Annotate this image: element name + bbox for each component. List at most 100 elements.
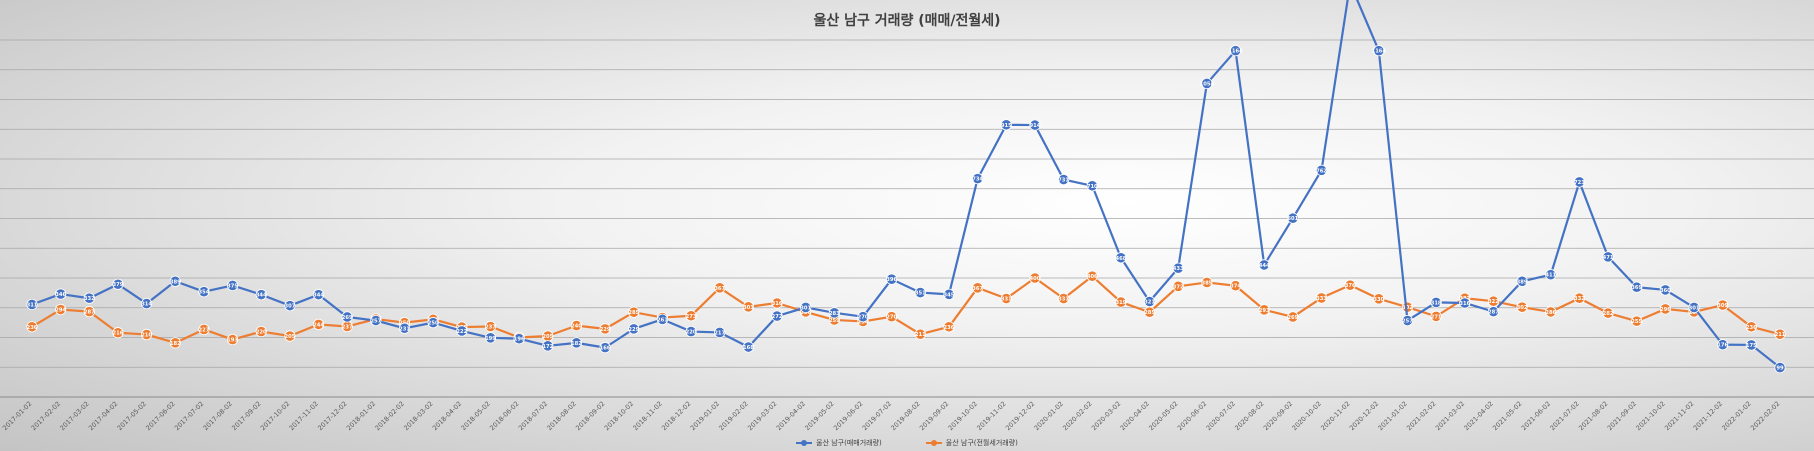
x-tick-label: 2017-11-02	[288, 400, 320, 432]
data-label: 710	[1087, 184, 1098, 190]
data-point	[1058, 292, 1070, 305]
data-label: 294	[55, 308, 66, 314]
x-tick-label: 2017-04-02	[87, 400, 119, 432]
data-label: 316	[772, 301, 783, 307]
data-point	[169, 275, 181, 287]
data-point	[255, 289, 267, 301]
data-point	[83, 292, 95, 304]
data-label: 302	[1402, 305, 1413, 311]
data-point	[570, 337, 583, 349]
data-label: 333	[1316, 296, 1327, 302]
data-point	[685, 310, 697, 322]
data-point	[1115, 296, 1127, 308]
x-tick-label: 2020-01-02	[1033, 400, 1065, 432]
data-point	[1516, 275, 1528, 287]
x-tick-label: 2020-12-02	[1348, 400, 1380, 432]
data-label: 354	[199, 290, 210, 296]
x-tick-label: 2021-03-02	[1434, 400, 1466, 432]
data-point	[312, 318, 325, 331]
data-label: 1164	[1372, 49, 1387, 55]
x-tick-label: 2019-10-02	[947, 400, 979, 432]
data-label: 734	[972, 177, 983, 183]
data-label: 231	[399, 326, 410, 332]
data-label: 273	[686, 314, 697, 320]
data-label: 374	[1230, 284, 1241, 290]
data-label: 270	[858, 315, 869, 321]
x-tick-label: 2020-10-02	[1291, 400, 1323, 432]
data-label: 217	[714, 330, 725, 336]
data-label: 367	[972, 286, 983, 292]
data-point	[656, 313, 669, 325]
data-label: 1054	[1200, 81, 1215, 87]
data-point	[742, 301, 754, 313]
data-label: 229	[628, 327, 639, 333]
data-point	[1545, 269, 1557, 281]
data-label: 211	[1775, 332, 1786, 338]
data-label: 168	[743, 345, 754, 351]
x-tick-label: 2019-08-02	[889, 400, 921, 432]
data-label: 196	[514, 337, 525, 343]
x-tick-label: 2021-02-02	[1405, 400, 1437, 432]
data-label: 307	[284, 304, 295, 310]
data-point	[1000, 292, 1012, 305]
data-point	[141, 328, 153, 341]
data-point	[1115, 252, 1127, 264]
data-label: 311	[27, 302, 38, 308]
x-tick-label: 2018-04-02	[431, 400, 463, 432]
x-tick-label: 2018-01-02	[345, 400, 377, 432]
data-point	[1029, 119, 1041, 131]
x-tick-label: 2020-09-02	[1262, 400, 1294, 432]
data-point	[1373, 293, 1385, 305]
x-tick-label: 2022-02-02	[1749, 400, 1781, 432]
x-tick-label: 2019-07-02	[861, 400, 893, 432]
x-tick-label: 2018-08-02	[546, 400, 578, 432]
data-label: 344	[256, 293, 267, 299]
data-point	[1459, 297, 1471, 309]
x-tick-label: 2020-08-02	[1233, 400, 1265, 432]
legend: 울산 남구(매매거래량) 울산 남구(전월세거래량)	[0, 438, 1814, 448]
data-point	[484, 332, 497, 344]
data-label: 270	[886, 315, 897, 321]
data-point	[398, 322, 411, 334]
x-axis-tick-labels: 2017-01-022017-02-022017-03-022017-04-02…	[1, 400, 1781, 432]
x-tick-label: 2019-01-02	[689, 400, 721, 432]
data-point	[1401, 314, 1414, 327]
data-label: 369	[1631, 285, 1642, 291]
data-label: 330	[1373, 297, 1384, 303]
data-label: 400	[1030, 276, 1041, 282]
data-label: 331	[1001, 297, 1012, 303]
data-label: 316	[1459, 301, 1470, 307]
data-point	[714, 282, 726, 294]
data-label: 731	[1058, 178, 1069, 184]
data-point	[628, 323, 640, 335]
x-tick-label: 2020-02-02	[1061, 400, 1093, 432]
data-label: 287	[84, 310, 95, 316]
x-tick-label: 2017-10-02	[259, 400, 291, 432]
data-label: 319	[1115, 300, 1126, 306]
data-label: 346	[55, 292, 66, 298]
data-point	[1774, 328, 1786, 340]
data-point	[886, 273, 898, 285]
x-tick-label: 2021-10-02	[1634, 400, 1666, 432]
data-point	[1745, 321, 1757, 333]
x-tick-label: 2017-07-02	[173, 400, 205, 432]
data-label: 182	[571, 341, 582, 347]
data-point	[1029, 272, 1041, 284]
data-label: 723	[1574, 180, 1585, 186]
legend-label-series-2: 울산 남구(전월세거래량)	[945, 439, 1018, 447]
data-label: 389	[1517, 279, 1528, 285]
data-label: 182	[170, 341, 181, 347]
x-tick-label: 2018-05-02	[460, 400, 492, 432]
data-point	[284, 300, 296, 312]
data-label: 261	[657, 317, 668, 323]
x-tick-label: 2018-10-02	[603, 400, 635, 432]
data-label: 914	[1030, 123, 1041, 129]
data-label: 193	[227, 338, 238, 344]
data-label: 375	[227, 283, 238, 289]
data-point	[1058, 173, 1070, 186]
data-point	[771, 310, 783, 322]
data-point	[1602, 251, 1614, 263]
data-point	[1229, 45, 1242, 57]
x-tick-label: 2021-07-02	[1548, 400, 1580, 432]
